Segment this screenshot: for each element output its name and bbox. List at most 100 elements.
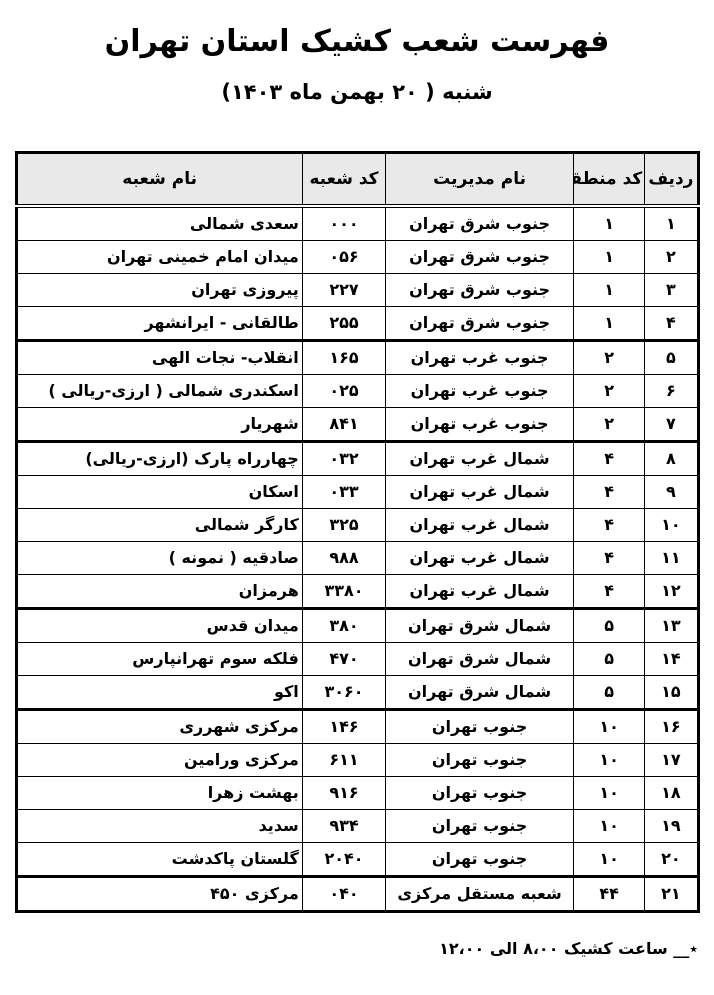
region-code-cell: ۵ bbox=[572, 606, 646, 643]
region-code-cell: ۱۰ bbox=[572, 808, 646, 843]
management-name-cell: شمال غرب تهران bbox=[385, 540, 574, 575]
branch-name-cell: صادقیه ( نمونه ) bbox=[15, 540, 303, 575]
table-body: ۱ ۱ جنوب شرق تهران ۰۰۰ سعدی شمالی ۲ ۱ جنوب شرق … bbox=[15, 205, 699, 912]
region-code-cell: ۴ bbox=[572, 474, 646, 509]
management-name-cell: جنوب غرب تهران bbox=[385, 406, 574, 442]
col-header-branch-code: کد شعبه bbox=[301, 151, 387, 208]
branch-code-cell: ۰۵۶ bbox=[301, 239, 387, 274]
region-code-cell: ۲ bbox=[572, 373, 646, 408]
table-row: ۱۴ ۵ شمال شرق تهران ۴۷۰ فلکه سوم تهرانپارس bbox=[15, 641, 699, 676]
management-name-cell: جنوب تهران bbox=[385, 742, 574, 777]
row-number-cell: ۱۵ bbox=[644, 674, 699, 710]
branch-name-cell: پیروزی تهران bbox=[15, 272, 303, 307]
management-name-cell: جنوب غرب تهران bbox=[385, 338, 574, 375]
table-row: ۱۵ ۵ شمال شرق تهران ۳۰۶۰ اکو bbox=[15, 674, 699, 710]
branch-code-cell: ۲۵۵ bbox=[301, 305, 387, 341]
row-number-cell: ۱۲ bbox=[644, 573, 699, 609]
row-number-cell: ۶ bbox=[644, 373, 699, 408]
region-code-cell: ۴ bbox=[572, 540, 646, 575]
page-title: فهرست شعب کشیک استان تهران bbox=[104, 24, 610, 59]
region-code-cell: ۱ bbox=[572, 272, 646, 307]
table-row: ۵ ۲ جنوب غرب تهران ۱۶۵ انقلاب- نجات الهی bbox=[15, 338, 699, 375]
branch-code-cell: ۱۴۶ bbox=[301, 707, 387, 744]
col-header-region-code: کد منطقه bbox=[572, 151, 646, 208]
col-header-management-name: نام مدیریت bbox=[385, 151, 574, 208]
row-number-cell: ۲ bbox=[644, 239, 699, 274]
col-header-row-number: ردیف bbox=[644, 151, 699, 208]
management-name-cell: شمال غرب تهران bbox=[385, 573, 574, 609]
region-code-cell: ۴ bbox=[572, 507, 646, 542]
row-number-cell: ۲۱ bbox=[644, 874, 699, 912]
branch-name-cell: سعدی شمالی bbox=[15, 205, 303, 241]
row-number-cell: ۱۱ bbox=[644, 540, 699, 575]
region-code-cell: ۱۰ bbox=[572, 707, 646, 744]
branch-name-cell: طالقانی - ایرانشهر bbox=[15, 305, 303, 341]
branch-name-cell: انقلاب- نجات الهی bbox=[15, 338, 303, 375]
management-name-cell: جنوب شرق تهران bbox=[385, 205, 574, 241]
branch-code-cell: ۲۰۴۰ bbox=[301, 841, 387, 877]
branch-code-cell: ۳۸۰ bbox=[301, 606, 387, 643]
branch-code-cell: ۲۲۷ bbox=[301, 272, 387, 307]
branch-code-cell: ۰۰۰ bbox=[301, 205, 387, 241]
branch-name-cell: مرکزی ورامین bbox=[15, 742, 303, 777]
branch-name-cell: سدید bbox=[15, 808, 303, 843]
branch-name-cell: کارگر شمالی bbox=[15, 507, 303, 542]
branch-code-cell: ۱۶۵ bbox=[301, 338, 387, 375]
region-code-cell: ۴۴ bbox=[572, 874, 646, 912]
col-header-branch-name: نام شعبه bbox=[15, 151, 303, 208]
branch-code-cell: ۳۰۶۰ bbox=[301, 674, 387, 710]
branch-code-cell: ۸۴۱ bbox=[301, 406, 387, 442]
management-name-cell: جنوب تهران bbox=[385, 707, 574, 744]
region-code-cell: ۵ bbox=[572, 674, 646, 710]
region-code-cell: ۴ bbox=[572, 573, 646, 609]
table-row: ۱۶ ۱۰ جنوب تهران ۱۴۶ مرکزی شهرری bbox=[15, 707, 699, 744]
branch-name-cell: فلکه سوم تهرانپارس bbox=[15, 641, 303, 676]
management-name-cell: شمال شرق تهران bbox=[385, 674, 574, 710]
region-code-cell: ۱ bbox=[572, 239, 646, 274]
table-row: ۷ ۲ جنوب غرب تهران ۸۴۱ شهریار bbox=[15, 406, 699, 442]
management-name-cell: شمال غرب تهران bbox=[385, 507, 574, 542]
region-code-cell: ۲ bbox=[572, 338, 646, 375]
row-number-cell: ۸ bbox=[644, 439, 699, 476]
branch-name-cell: اسکندری شمالی ( ارزی-ریالی ) bbox=[15, 373, 303, 408]
row-number-cell: ۴ bbox=[644, 305, 699, 341]
row-number-cell: ۱۹ bbox=[644, 808, 699, 843]
management-name-cell: جنوب تهران bbox=[385, 808, 574, 843]
branch-code-cell: ۰۳۳ bbox=[301, 474, 387, 509]
table-row: ۲ ۱ جنوب شرق تهران ۰۵۶ میدان امام خمینی تهرا… bbox=[15, 239, 699, 274]
table-row: ۲۰ ۱۰ جنوب تهران ۲۰۴۰ گلستان پاکدشت bbox=[15, 841, 699, 877]
table-row: ۸ ۴ شمال غرب تهران ۰۳۲ چهارراه پارک (ارزی-ری… bbox=[15, 439, 699, 476]
table-row: ۹ ۴ شمال غرب تهران ۰۳۳ اسکان bbox=[15, 474, 699, 509]
table-row: ۱۸ ۱۰ جنوب تهران ۹۱۶ بهشت زهرا bbox=[15, 775, 699, 810]
branch-name-cell: بهشت زهرا bbox=[15, 775, 303, 810]
branch-code-cell: ۰۲۵ bbox=[301, 373, 387, 408]
management-name-cell: جنوب شرق تهران bbox=[385, 272, 574, 307]
row-number-cell: ۱۷ bbox=[644, 742, 699, 777]
branch-code-cell: ۰۳۲ bbox=[301, 439, 387, 476]
management-name-cell: شمال شرق تهران bbox=[385, 641, 574, 676]
row-number-cell: ۷ bbox=[644, 406, 699, 442]
management-name-cell: جنوب شرق تهران bbox=[385, 305, 574, 341]
row-number-cell: ۱۴ bbox=[644, 641, 699, 676]
management-name-cell: جنوب شرق تهران bbox=[385, 239, 574, 274]
branch-name-cell: اکو bbox=[15, 674, 303, 710]
table-row: ۱۰ ۴ شمال غرب تهران ۳۲۵ کارگر شمالی bbox=[15, 507, 699, 542]
branch-code-cell: ۰۴۰ bbox=[301, 874, 387, 912]
branch-name-cell: مرکزی شهرری bbox=[15, 707, 303, 744]
branch-code-cell: ۴۷۰ bbox=[301, 641, 387, 676]
row-number-cell: ۱۳ bbox=[644, 606, 699, 643]
region-code-cell: ۲ bbox=[572, 406, 646, 442]
branch-name-cell: مرکزی ۴۵۰ bbox=[15, 874, 303, 912]
table-row: ۱۷ ۱۰ جنوب تهران ۶۱۱ مرکزی ورامین bbox=[15, 742, 699, 777]
table-row: ۱۹ ۱۰ جنوب تهران ۹۳۴ سدید bbox=[15, 808, 699, 843]
branch-code-cell: ۳۲۵ bbox=[301, 507, 387, 542]
row-number-cell: ۲۰ bbox=[644, 841, 699, 877]
branch-code-cell: ۹۳۴ bbox=[301, 808, 387, 843]
branch-code-cell: ۳۳۸۰ bbox=[301, 573, 387, 609]
management-name-cell: شعبه مستقل مرکزی bbox=[385, 874, 574, 912]
branch-name-cell: میدان قدس bbox=[15, 606, 303, 643]
management-name-cell: شمال غرب تهران bbox=[385, 474, 574, 509]
